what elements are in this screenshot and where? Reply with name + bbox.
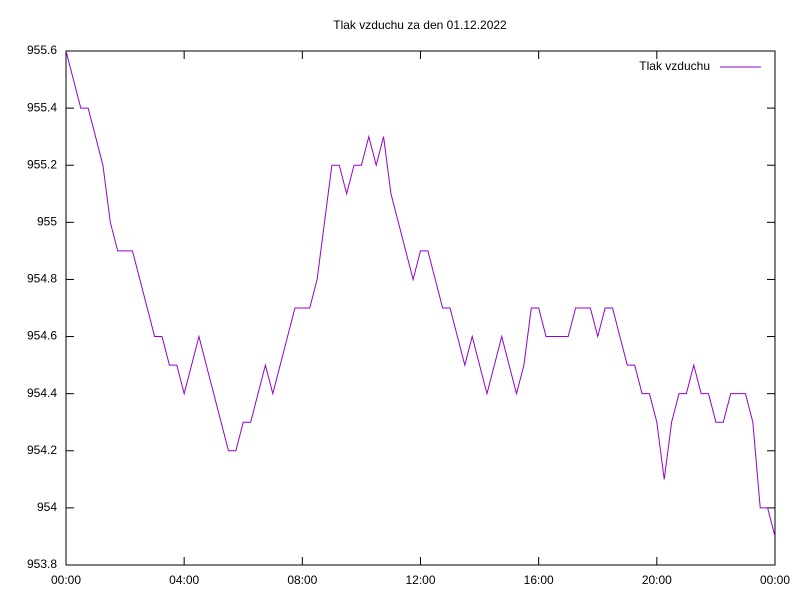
y-tick-label: 954.6: [27, 329, 57, 343]
x-tick-label: 20:00: [642, 573, 672, 587]
y-tick-label: 955.6: [27, 43, 57, 57]
legend-label: Tlak vzduchu: [639, 59, 710, 73]
x-tick-label: 16:00: [524, 573, 554, 587]
x-tick-label: 08:00: [287, 573, 317, 587]
x-tick-label: 12:00: [405, 573, 435, 587]
y-tick-label: 954.4: [27, 386, 57, 400]
x-tick-label: 00:00: [760, 573, 790, 587]
x-tick-label: 00:00: [51, 573, 81, 587]
plot-border: [65, 50, 776, 566]
y-tick-label: 955.2: [27, 157, 57, 171]
y-tick-label: 954.2: [27, 443, 57, 457]
y-tick-label: 954.8: [27, 272, 57, 286]
y-tick-label: 953.8: [27, 557, 57, 571]
y-tick-label: 955: [37, 215, 57, 229]
x-tick-label: 04:00: [169, 573, 199, 587]
y-tick-label: 954: [37, 500, 57, 514]
y-tick-label: 955.4: [27, 100, 57, 114]
chart-title: Tlak vzduchu za den 01.12.2022: [333, 18, 507, 32]
data-line: [65, 50, 776, 537]
